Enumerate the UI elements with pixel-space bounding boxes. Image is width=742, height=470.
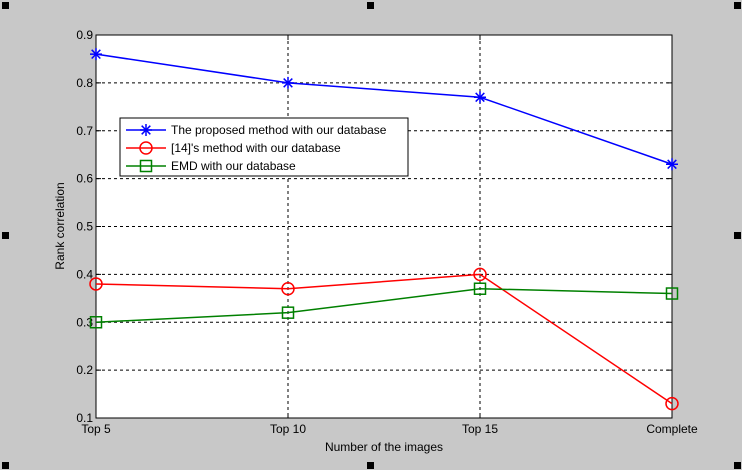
x-tick-label: Complete — [646, 422, 698, 436]
y-tick-label: 0.6 — [76, 172, 93, 186]
data-point-marker — [89, 277, 103, 291]
y-tick-label: 0.8 — [76, 76, 93, 90]
y-tick-label: 0.7 — [76, 124, 93, 138]
x-axis-label: Number of the images — [325, 440, 443, 454]
y-tick-label: 0.3 — [76, 315, 93, 329]
data-point-marker — [89, 316, 103, 329]
resize-handle[interactable] — [734, 462, 741, 469]
series-3 — [89, 282, 679, 329]
data-point-marker — [473, 282, 487, 295]
y-tick-label: 0.4 — [76, 267, 93, 281]
series-2 — [89, 267, 679, 411]
data-point-marker — [666, 158, 678, 171]
legend-label: EMD with our database — [171, 159, 296, 173]
series-line — [95, 53, 673, 165]
data-point-marker — [474, 91, 486, 104]
data-point-marker — [139, 159, 153, 173]
resize-handle[interactable] — [734, 232, 741, 239]
legend-box — [119, 117, 409, 177]
data-point-marker — [281, 306, 295, 319]
legend-entry: EMD with our database — [126, 159, 296, 173]
data-point-marker — [140, 124, 152, 136]
data-point-marker — [665, 287, 679, 300]
legend: The proposed method with our database [14… — [119, 117, 409, 177]
resize-handle[interactable] — [734, 2, 741, 9]
data-point-marker — [665, 396, 679, 411]
legend-label: The proposed method with our database — [171, 123, 387, 137]
y-tick-label: 0.2 — [76, 363, 93, 377]
resize-handle[interactable] — [2, 2, 9, 9]
axis-ticks — [95, 34, 673, 419]
x-tick-label: Top 10 — [270, 422, 306, 436]
y-tick-label: 0.9 — [76, 28, 93, 42]
resize-handle[interactable] — [2, 232, 9, 239]
data-point-marker — [282, 76, 294, 89]
series-line — [95, 287, 673, 323]
x-tick-label: Top 15 — [462, 422, 498, 436]
y-tick-label: 0.5 — [76, 220, 93, 234]
y-tick-label: 0.1 — [76, 411, 93, 425]
legend-label: [14]'s method with our database — [171, 141, 341, 155]
data-point-marker — [90, 48, 102, 61]
data-point-marker — [473, 267, 487, 282]
series-1 — [90, 48, 678, 171]
data-point-marker — [139, 141, 153, 155]
legend-entry: [14]'s method with our database — [126, 141, 341, 155]
series-layer — [89, 48, 679, 411]
data-point-marker — [281, 281, 295, 296]
series-line — [95, 273, 673, 405]
resize-handle[interactable] — [367, 2, 374, 9]
resize-handle[interactable] — [2, 462, 9, 469]
grid-lines — [96, 35, 672, 418]
x-tick-label: Top 5 — [81, 422, 111, 436]
y-tick-labels: 0.1 0.2 0.3 0.4 0.5 0.6 0.7 0.8 0.9 — [76, 28, 93, 425]
x-tick-labels: Top 5 Top 10 Top 15 Complete — [81, 422, 698, 436]
y-axis-label: Rank correlation — [53, 182, 67, 269]
legend-entry: The proposed method with our database — [126, 123, 387, 137]
resize-handle[interactable] — [367, 462, 374, 469]
